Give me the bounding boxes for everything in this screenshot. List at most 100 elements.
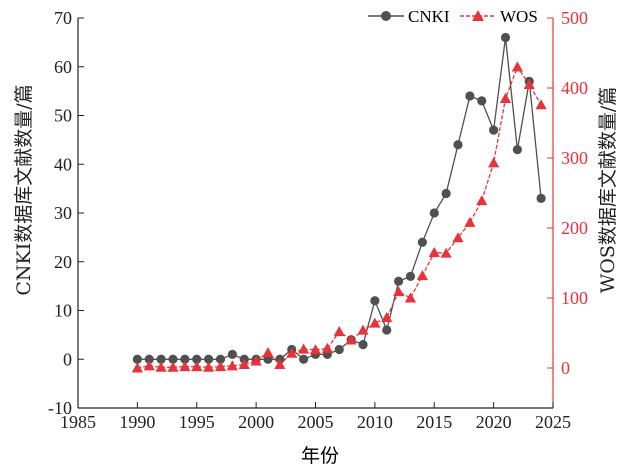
x-tick-label: 2000	[238, 412, 274, 432]
data-point-cnki	[204, 354, 214, 364]
data-point-wos	[262, 347, 274, 358]
data-point-cnki	[417, 237, 427, 247]
x-tick-label: 2005	[298, 412, 334, 432]
x-tick-label: 2025	[535, 412, 571, 432]
y-right-tick-label: 300	[561, 148, 588, 168]
legend-wos-marker	[472, 10, 484, 21]
x-tick-label: 1995	[179, 412, 215, 432]
data-point-wos	[476, 195, 488, 206]
data-point-cnki	[382, 325, 392, 335]
data-point-cnki	[227, 349, 237, 359]
x-tick-label: 1985	[60, 412, 96, 432]
data-point-wos	[369, 317, 381, 328]
data-point-wos	[452, 232, 464, 243]
data-point-wos	[535, 99, 547, 110]
series-line-wos	[137, 65, 542, 369]
data-point-wos	[321, 342, 333, 353]
data-point-wos	[214, 361, 227, 372]
data-point-cnki	[405, 271, 416, 281]
y-axis-right: 0 100 200 300 400 500	[547, 8, 588, 378]
data-point-wos	[357, 324, 369, 335]
data-point-cnki	[394, 276, 404, 286]
y-right-tick-label: 100	[561, 288, 588, 308]
y-left-tick-label: 50	[54, 106, 72, 126]
data-point-cnki	[299, 354, 309, 364]
x-tick-label: 2020	[476, 412, 512, 432]
data-point-wos	[393, 286, 405, 297]
data-point-wos	[238, 358, 250, 369]
data-point-wos	[333, 326, 345, 337]
data-point-wos	[203, 361, 215, 372]
data-point-cnki	[465, 91, 475, 101]
data-point-wos	[309, 344, 322, 355]
y-left-tick-label: 0	[63, 349, 72, 369]
y-right-tick-label: 0	[561, 358, 570, 378]
data-point-cnki	[132, 354, 142, 364]
y-left-tick-label: 10	[54, 301, 72, 321]
data-point-cnki	[489, 125, 499, 135]
x-axis: 1985 1990 1995 2000 2005 2010 2015 2020 2025	[60, 402, 571, 432]
y-left-tick-label: 40	[54, 154, 72, 174]
y-axis-right-title: WOS数据库文献数量/篇	[597, 87, 619, 294]
legend-cnki-marker	[381, 11, 391, 21]
data-point-cnki	[500, 32, 511, 43]
data-point-wos	[286, 347, 298, 358]
data-point-wos	[143, 360, 155, 371]
data-point-wos	[226, 360, 238, 371]
x-axis-title: 年份	[301, 445, 339, 467]
y-right-tick-label: 500	[561, 8, 588, 28]
data-point-wos	[523, 78, 535, 89]
data-point-cnki	[144, 354, 154, 364]
legend: CNKI WOS	[368, 7, 538, 26]
data-point-cnki	[334, 344, 344, 355]
data-point-wos	[499, 92, 512, 103]
data-point-cnki	[453, 140, 463, 150]
data-point-cnki	[536, 193, 546, 203]
y-right-tick-label: 200	[561, 218, 588, 238]
data-point-cnki	[168, 354, 178, 364]
data-point-wos	[274, 358, 286, 369]
data-point-cnki	[156, 354, 166, 364]
data-point-wos	[488, 157, 500, 168]
data-point-cnki	[429, 208, 439, 218]
data-point-wos	[464, 216, 476, 227]
x-tick-label: 2010	[357, 412, 393, 432]
series-cnki	[132, 32, 546, 364]
series-wos	[131, 61, 547, 373]
y-right-tick-label: 400	[561, 78, 588, 98]
data-point-wos	[440, 247, 452, 258]
series-layer	[131, 32, 547, 373]
data-point-cnki	[477, 96, 487, 106]
data-point-wos	[345, 334, 357, 345]
data-point-wos	[250, 355, 262, 366]
data-point-cnki	[512, 145, 522, 155]
data-point-wos	[428, 246, 440, 257]
data-point-cnki	[215, 354, 226, 364]
data-point-cnki	[441, 188, 451, 199]
data-point-wos	[167, 361, 179, 372]
data-point-wos	[298, 343, 310, 354]
y-axis-left-title: CNKI数据库文献数量/篇	[13, 84, 35, 295]
y-left-tick-label: 70	[54, 8, 72, 28]
y-left-tick-label: 20	[54, 252, 72, 272]
data-point-cnki	[358, 340, 368, 350]
data-point-wos	[191, 361, 203, 372]
x-tick-label: 1990	[119, 412, 155, 432]
data-point-wos	[381, 312, 393, 323]
data-point-wos	[155, 361, 167, 372]
legend-wos-label: WOS	[500, 7, 538, 26]
data-point-cnki	[370, 296, 380, 306]
y-left-tick-label: 60	[54, 57, 72, 77]
x-tick-label: 2015	[416, 412, 452, 432]
legend-cnki-label: CNKI	[408, 7, 450, 26]
data-point-wos	[404, 292, 417, 303]
data-point-cnki	[180, 354, 190, 364]
data-point-wos	[131, 362, 143, 373]
y-left-tick-label: 30	[54, 203, 72, 223]
data-point-cnki	[192, 354, 202, 364]
data-point-wos	[416, 270, 428, 281]
data-point-wos	[179, 361, 191, 372]
data-point-wos	[511, 61, 523, 72]
y-left-tick-label: -10	[48, 398, 72, 418]
